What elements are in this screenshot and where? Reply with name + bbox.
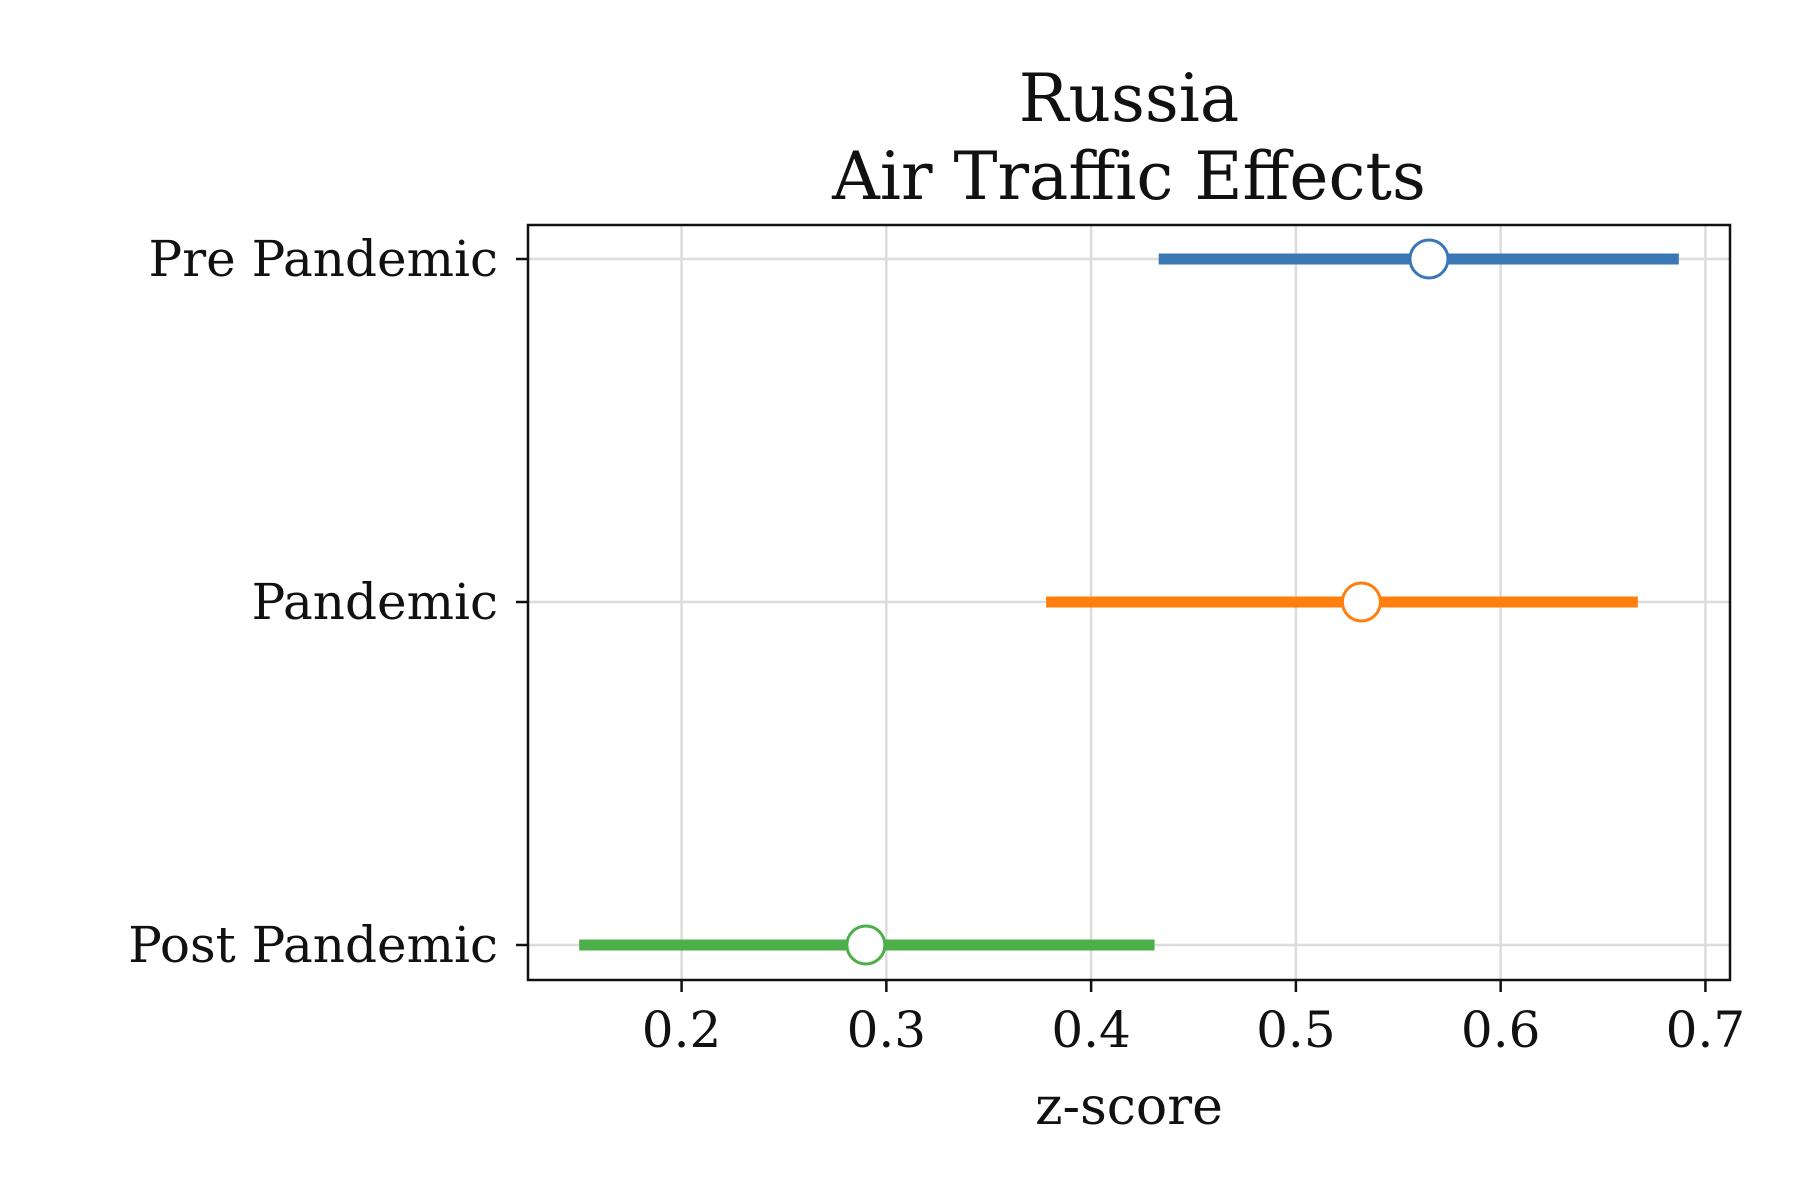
chart-title-line-2: Air Traffic Effects <box>831 138 1426 215</box>
x-axis-label: z-score <box>1035 1077 1223 1137</box>
x-axis: 0.2 0.3 0.4 0.5 0.6 0.7 <box>642 980 1745 1059</box>
x-tick-label: 0.6 <box>1461 1001 1541 1059</box>
point-estimate-marker <box>845 924 887 966</box>
series-layer <box>579 238 1679 966</box>
x-tick-label: 0.4 <box>1051 1001 1131 1059</box>
x-tick-label: 0.2 <box>642 1001 722 1059</box>
y-tick-label: Pre Pandemic <box>149 230 498 288</box>
point-estimate-marker <box>1340 581 1382 623</box>
x-tick-label: 0.5 <box>1256 1001 1336 1059</box>
y-tick-label: Post Pandemic <box>128 916 498 974</box>
y-tick-label: Pandemic <box>252 573 498 631</box>
point-estimate-marker <box>1408 238 1450 280</box>
chart-title-line-1: Russia <box>1019 60 1239 137</box>
x-tick-label: 0.3 <box>847 1001 927 1059</box>
y-axis: Pre Pandemic Pandemic Post Pandemic <box>128 230 528 974</box>
x-tick-label: 0.7 <box>1666 1001 1746 1059</box>
